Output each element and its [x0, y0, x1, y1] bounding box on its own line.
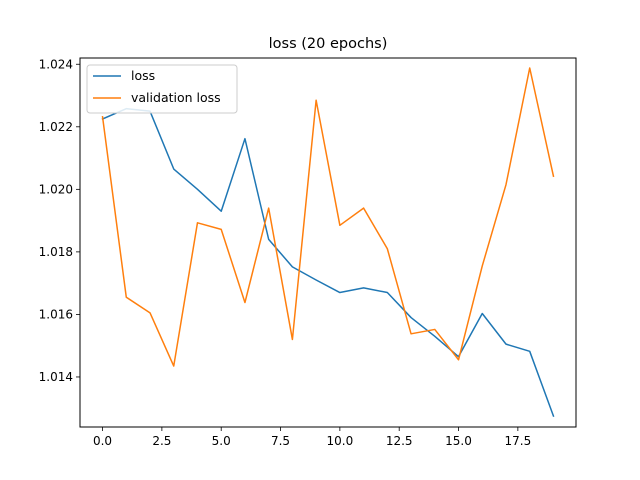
legend: loss validation loss — [86, 64, 238, 114]
y-tick-label: 1.014 — [39, 370, 73, 384]
legend-label-0: loss — [131, 68, 155, 83]
x-tick-label: 0.0 — [93, 434, 112, 448]
legend-box — [86, 64, 238, 114]
x-tick-label: 10.0 — [327, 434, 354, 448]
y-tick-label: 1.024 — [39, 57, 73, 71]
y-tick-label: 1.016 — [39, 307, 73, 321]
y-tick-label: 1.018 — [39, 245, 73, 259]
axes-frame — [79, 57, 577, 428]
y-tick-label: 1.022 — [39, 120, 73, 134]
chart-title: loss (20 epochs) — [269, 36, 388, 52]
plot-area — [101, 67, 555, 418]
series-line-0 — [101, 107, 555, 418]
x-tick-label: 15.0 — [445, 434, 472, 448]
x-tick-label: 7.5 — [271, 434, 290, 448]
y-tick-label: 1.020 — [39, 182, 73, 196]
x-tick-label: 17.5 — [504, 434, 531, 448]
x-tick-label: 2.5 — [152, 434, 171, 448]
axes: 0.0 2.5 5.0 7.5 10.0 12.5 15.0 17.5 1.014 1.016 1.… — [39, 57, 532, 448]
x-tick-label: 5.0 — [212, 434, 231, 448]
legend-label-1: validation loss — [131, 90, 221, 105]
x-tick-label: 12.5 — [386, 434, 413, 448]
series-line-1 — [101, 67, 555, 367]
